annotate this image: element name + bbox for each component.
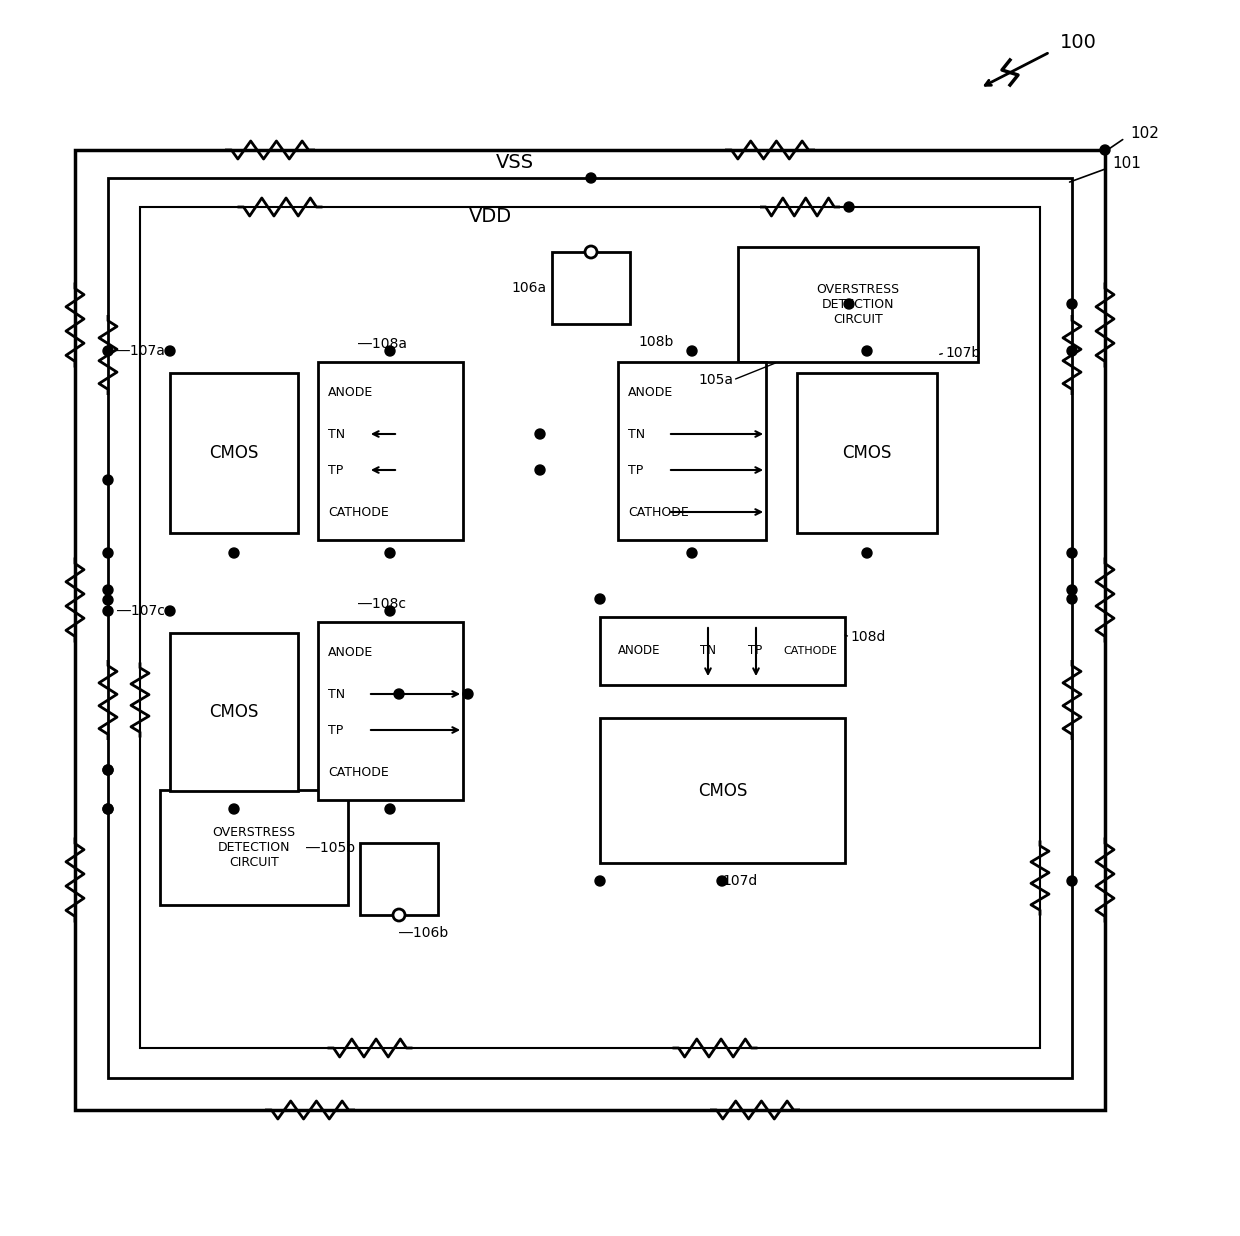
- Text: ―108c: ―108c: [358, 597, 405, 611]
- Text: 102: 102: [1130, 126, 1159, 141]
- Circle shape: [103, 548, 113, 557]
- Text: ANODE: ANODE: [618, 644, 661, 658]
- Circle shape: [844, 201, 854, 213]
- Text: ANODE: ANODE: [329, 386, 373, 398]
- Circle shape: [229, 548, 239, 557]
- Circle shape: [1066, 595, 1078, 604]
- Text: OVERSTRESS
DETECTION
CIRCUIT: OVERSTRESS DETECTION CIRCUIT: [212, 826, 295, 869]
- Text: CATHODE: CATHODE: [329, 765, 389, 779]
- Bar: [600, 718, 844, 863]
- Circle shape: [1066, 299, 1078, 309]
- Circle shape: [1066, 548, 1078, 557]
- Text: TN: TN: [701, 644, 715, 658]
- Text: CATHODE: CATHODE: [782, 646, 837, 656]
- Bar: [360, 843, 438, 915]
- Bar: [600, 617, 844, 685]
- Text: 101: 101: [1112, 156, 1141, 171]
- Circle shape: [103, 606, 113, 616]
- Circle shape: [165, 606, 175, 616]
- Text: CATHODE: CATHODE: [627, 506, 688, 518]
- Text: 106a: 106a: [512, 281, 547, 295]
- Circle shape: [103, 803, 113, 815]
- Text: 105a: 105a: [698, 373, 733, 387]
- Circle shape: [103, 765, 113, 775]
- Circle shape: [1066, 346, 1078, 356]
- Circle shape: [534, 465, 546, 475]
- Circle shape: [103, 585, 113, 595]
- Text: TN: TN: [627, 428, 645, 440]
- Circle shape: [394, 688, 404, 700]
- Text: TN: TN: [329, 428, 345, 440]
- Circle shape: [844, 299, 854, 309]
- Circle shape: [585, 246, 596, 258]
- Bar: [74, 150, 1105, 1110]
- Bar: [618, 362, 766, 540]
- Bar: [552, 252, 630, 324]
- Circle shape: [103, 595, 113, 604]
- Circle shape: [1066, 876, 1078, 886]
- Text: CMOS: CMOS: [210, 444, 259, 462]
- Text: TP: TP: [748, 644, 763, 658]
- Text: ―105b: ―105b: [306, 840, 355, 855]
- Bar: [797, 373, 937, 533]
- Circle shape: [1066, 585, 1078, 595]
- Circle shape: [103, 803, 113, 815]
- Text: OVERSTRESS
DETECTION
CIRCUIT: OVERSTRESS DETECTION CIRCUIT: [816, 283, 899, 326]
- Text: 107b: 107b: [945, 346, 981, 360]
- Circle shape: [384, 803, 396, 815]
- Text: TP: TP: [329, 464, 343, 477]
- Circle shape: [717, 876, 727, 886]
- Bar: [738, 247, 978, 362]
- Bar: [160, 790, 348, 905]
- Circle shape: [165, 346, 175, 356]
- Circle shape: [229, 803, 239, 815]
- Text: ―107c: ―107c: [117, 604, 165, 618]
- Circle shape: [587, 173, 596, 183]
- Text: ANODE: ANODE: [329, 645, 373, 659]
- Circle shape: [384, 606, 396, 616]
- Text: CMOS: CMOS: [698, 781, 748, 800]
- Circle shape: [687, 346, 697, 356]
- Text: CMOS: CMOS: [842, 444, 892, 462]
- Circle shape: [595, 595, 605, 604]
- Circle shape: [393, 908, 405, 921]
- Text: TP: TP: [329, 723, 343, 737]
- Circle shape: [862, 548, 872, 557]
- Text: ―108a: ―108a: [358, 337, 407, 351]
- Bar: [170, 373, 298, 533]
- Circle shape: [103, 765, 113, 775]
- Text: 107d: 107d: [722, 874, 758, 887]
- Circle shape: [103, 475, 113, 485]
- Circle shape: [534, 429, 546, 439]
- Bar: [108, 178, 1073, 1078]
- Text: TP: TP: [627, 464, 644, 477]
- Bar: [317, 362, 463, 540]
- Circle shape: [687, 548, 697, 557]
- Text: ―106b: ―106b: [399, 926, 448, 941]
- Circle shape: [103, 346, 113, 356]
- Circle shape: [595, 876, 605, 886]
- Text: ―107a: ―107a: [117, 344, 165, 358]
- Circle shape: [1100, 145, 1110, 154]
- Text: 108d: 108d: [849, 630, 885, 644]
- Text: 100: 100: [1060, 32, 1097, 52]
- Text: VSS: VSS: [496, 152, 534, 172]
- Text: 108b: 108b: [639, 335, 673, 349]
- Text: ANODE: ANODE: [627, 386, 673, 398]
- Circle shape: [862, 346, 872, 356]
- Bar: [170, 633, 298, 791]
- Bar: [317, 622, 463, 800]
- Bar: [140, 206, 1040, 1048]
- Text: VDD: VDD: [469, 208, 512, 226]
- Circle shape: [384, 346, 396, 356]
- Circle shape: [384, 548, 396, 557]
- Circle shape: [463, 688, 472, 700]
- Text: CATHODE: CATHODE: [329, 506, 389, 518]
- Text: TN: TN: [329, 687, 345, 701]
- Text: CMOS: CMOS: [210, 703, 259, 721]
